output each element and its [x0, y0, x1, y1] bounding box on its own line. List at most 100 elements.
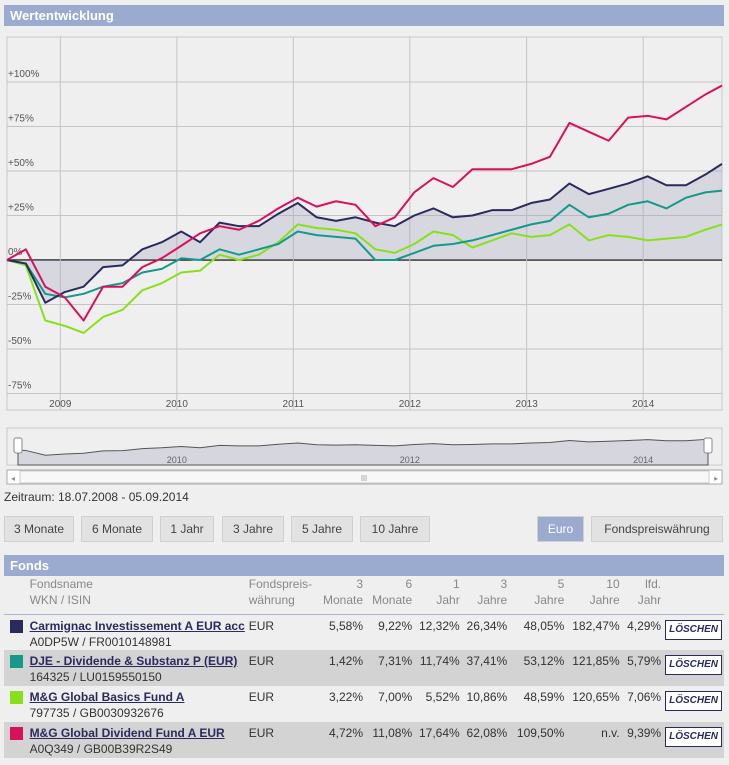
col-10y: 10	[606, 577, 620, 591]
x-tick-label: 2013	[516, 399, 539, 410]
navigator-handle-right[interactable]	[703, 437, 713, 454]
section-header-fonds: Fonds	[4, 555, 724, 576]
scrollbar-grip-icon: III	[361, 474, 367, 483]
col-ytd: lfd.	[645, 577, 662, 591]
fund-ids: A0DP5W / FR0010148981	[29, 634, 172, 649]
fund-name-link[interactable]: DJE - Dividende & Substanz P (EUR)	[29, 654, 238, 668]
series-color-swatch	[10, 691, 23, 704]
perf-3y: 37,41%	[466, 654, 508, 668]
perf-1y: 17,64%	[418, 726, 460, 740]
perf-ytd: 7,06%	[627, 690, 662, 704]
currency-button-euro[interactable]: Euro	[537, 516, 584, 542]
fund-currency: EUR	[248, 726, 275, 740]
date-range-text: Zeitraum: 18.07.2008 - 05.09.2014	[4, 490, 189, 504]
perf-6m: 7,00%	[378, 690, 413, 704]
x-tick-label: 2012	[399, 399, 422, 410]
col-1y: 1	[453, 577, 460, 591]
perf-3m: 1,42%	[328, 654, 363, 668]
perf-ytd: 4,29%	[627, 618, 662, 633]
section-header-wertentwicklung: Wertentwicklung	[4, 5, 724, 26]
y-tick-label: 0%	[8, 247, 23, 258]
col-1y-unit: Jahr	[436, 593, 460, 607]
fund-row: M&G Global Dividend Fund A EUR A0Q349 / G…	[4, 722, 724, 758]
navigator-tick-label: 2012	[400, 455, 420, 465]
series-area	[7, 163, 722, 303]
currency-button-fund[interactable]: Fondspreiswährung	[591, 516, 723, 542]
perf-10y: n.v.	[601, 726, 620, 740]
y-tick-label: +75%	[8, 114, 34, 125]
series-line-1[interactable]	[6, 189, 723, 299]
perf-10y: 182,47%	[572, 618, 620, 633]
navigator-series	[17, 437, 709, 466]
col-5y-unit: Jahre	[534, 593, 565, 607]
col-cur2: währung	[248, 593, 295, 607]
perf-1y: 11,74%	[419, 654, 460, 668]
col-10y-unit: Jahre	[589, 593, 620, 607]
fund-name-link[interactable]: Carmignac Investissement A EUR acc	[29, 618, 245, 633]
col-3y-unit: Jahre	[477, 593, 508, 607]
col-6m: 6	[405, 577, 413, 591]
perf-ytd: 5,79%	[627, 654, 662, 668]
performance-chart[interactable]: +100% +75% +50% +25% 0% -25% -50% -75% 2009 2010 2…	[0, 30, 729, 488]
col-name: Fondsname	[29, 577, 93, 591]
y-tick-label: +100%	[8, 69, 40, 80]
x-tick-label: 2014	[632, 399, 655, 410]
col-cur: Fondspreis-	[248, 577, 313, 591]
perf-ytd: 9,39%	[627, 726, 662, 740]
perf-1y: 12,32%	[418, 618, 460, 633]
period-button-3m[interactable]: 3 Monate	[4, 516, 74, 542]
fund-currency: EUR	[248, 654, 275, 668]
fund-row: DJE - Dividende & Substanz P (EUR) 164325…	[4, 650, 724, 686]
series-color-swatch	[10, 619, 23, 633]
perf-6m: 9,22%	[378, 618, 413, 633]
perf-3y: 62,08%	[466, 726, 508, 740]
fund-name-link[interactable]: M&G Global Basics Fund A	[29, 690, 185, 704]
delete-button[interactable]: LÖSCHEN	[665, 619, 722, 640]
perf-5y: 109,50%	[516, 726, 565, 740]
col-6m-unit: Monate	[372, 593, 413, 607]
period-button-10y[interactable]: 10 Jahre	[360, 516, 430, 542]
col-ids: WKN / ISIN	[29, 593, 91, 607]
fund-ids: A0Q349 / GB00B39R2S49	[29, 742, 173, 756]
fund-currency: EUR	[248, 618, 275, 633]
perf-6m: 11,08%	[372, 726, 413, 740]
period-button-5y[interactable]: 5 Jahre	[291, 516, 353, 542]
perf-3m: 5,58%	[328, 618, 363, 633]
perf-5y: 53,12%	[523, 654, 565, 668]
navigator-tick-label: 2014	[633, 455, 653, 465]
y-tick-label: +50%	[8, 158, 34, 169]
series-color-swatch	[10, 727, 23, 740]
perf-10y: 121,85%	[572, 654, 620, 668]
fund-row: M&G Global Basics Fund A 797735 / GB00309…	[4, 686, 724, 722]
x-tick-label: 2010	[166, 399, 189, 410]
series-line-2[interactable]	[6, 223, 723, 334]
perf-5y: 48,05%	[523, 618, 565, 633]
scroll-left-arrow-icon[interactable]: ◂	[11, 474, 15, 483]
y-tick-label: -50%	[8, 336, 31, 347]
fund-name-link[interactable]: M&G Global Dividend Fund A EUR	[29, 726, 225, 740]
series-line-3[interactable]	[6, 84, 723, 322]
period-button-1y[interactable]: 1 Jahr	[160, 516, 214, 542]
period-button-3y[interactable]: 3 Jahre	[222, 516, 284, 542]
fund-currency: EUR	[248, 690, 275, 704]
scroll-right-arrow-icon[interactable]: ▸	[714, 474, 718, 483]
period-button-6m[interactable]: 6 Monate	[81, 516, 153, 542]
delete-button[interactable]: LÖSCHEN	[665, 655, 722, 675]
x-tick-label: 2011	[283, 399, 305, 410]
col-3y: 3	[500, 577, 508, 591]
col-ytd-unit: Jahr	[637, 593, 662, 607]
x-tick-label: 2009	[49, 399, 72, 410]
scrollbar-thumb[interactable]	[19, 470, 710, 484]
plot-area	[6, 36, 723, 411]
table-header: Fondsname WKN / ISIN Fondspreis-währung 3…	[4, 576, 724, 614]
delete-button[interactable]: LÖSCHEN	[665, 691, 722, 711]
fund-table: Fondsname WKN / ISIN Fondspreis-währung 3…	[4, 576, 724, 758]
series-line-0[interactable]	[6, 163, 723, 304]
navigator-handle-left[interactable]	[13, 437, 23, 454]
perf-6m: 7,31%	[378, 654, 413, 668]
delete-button[interactable]: LÖSCHEN	[665, 727, 722, 747]
perf-5y: 48,59%	[523, 690, 565, 704]
series-color-swatch	[10, 655, 23, 668]
col-3m: 3	[356, 577, 363, 591]
fund-ids: 797735 / GB0030932676	[29, 706, 164, 720]
